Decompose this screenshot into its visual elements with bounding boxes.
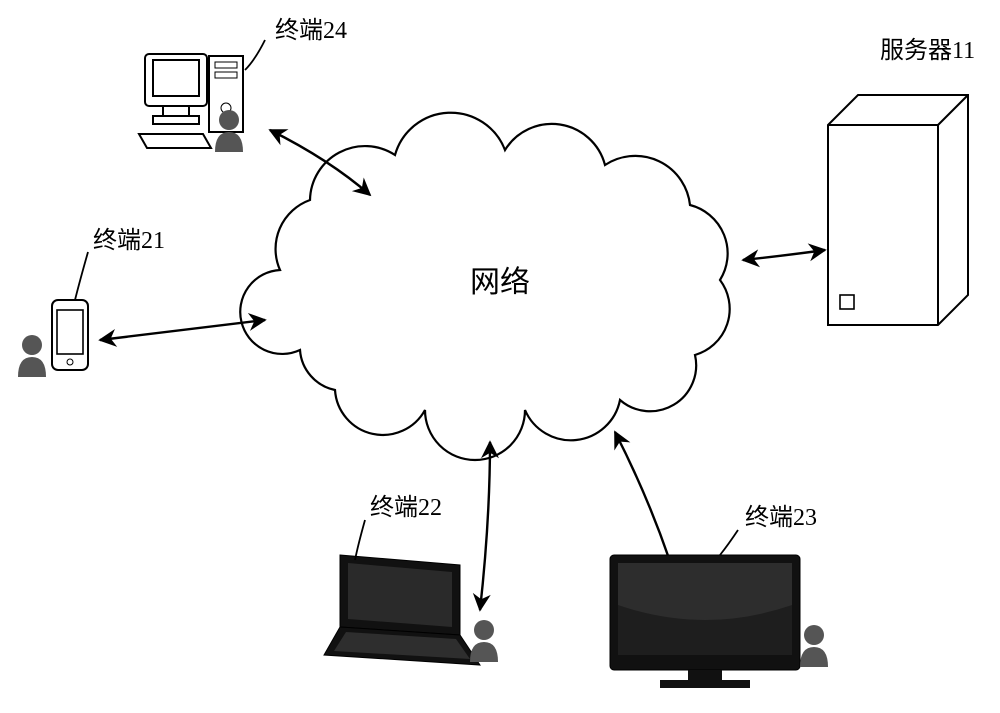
server11-label: 服务器11 bbox=[880, 37, 975, 64]
network-diagram: 网络 终端24 bbox=[0, 0, 1000, 713]
terminal22-callout bbox=[355, 520, 365, 560]
edge-terminal22 bbox=[480, 442, 490, 610]
edge-terminal21 bbox=[100, 320, 265, 340]
person-icon bbox=[18, 335, 46, 377]
terminal23-label: 终端23 bbox=[745, 504, 817, 531]
edge-server11 bbox=[743, 250, 825, 260]
terminal22-node: 终端22 bbox=[324, 494, 498, 665]
server11-node: 服务器11 bbox=[828, 37, 975, 325]
laptop-icon bbox=[324, 555, 480, 665]
terminal21-node: 终端21 bbox=[18, 227, 165, 377]
terminal22-label: 终端22 bbox=[370, 494, 442, 521]
terminal24-node: 终端24 bbox=[139, 17, 347, 152]
terminal24-callout bbox=[245, 40, 265, 70]
terminal21-callout bbox=[75, 252, 88, 300]
terminal23-callout bbox=[720, 530, 738, 555]
person-icon bbox=[800, 625, 828, 667]
cloud-label: 网络 bbox=[470, 266, 530, 299]
server-icon bbox=[828, 95, 968, 325]
phone-icon bbox=[52, 300, 88, 370]
terminal24-label: 终端24 bbox=[275, 17, 347, 44]
terminal21-label: 终端21 bbox=[93, 227, 165, 254]
terminal23-node: 终端23 bbox=[610, 504, 828, 688]
person-icon bbox=[470, 620, 498, 662]
network-cloud: 网络 bbox=[240, 113, 729, 460]
tv-icon bbox=[610, 555, 800, 688]
